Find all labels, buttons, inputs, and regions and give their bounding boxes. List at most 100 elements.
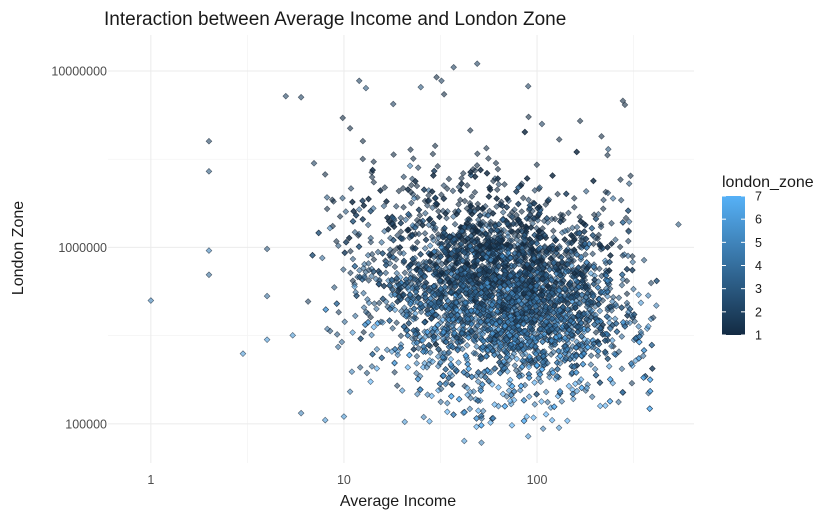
data-point	[373, 365, 381, 372]
data-point	[413, 339, 421, 347]
data-point	[630, 285, 637, 293]
data-point	[500, 358, 508, 365]
data-point	[591, 365, 599, 373]
data-point	[580, 350, 588, 357]
data-point	[501, 181, 508, 188]
data-point	[542, 388, 550, 396]
data-point	[513, 188, 520, 195]
data-point	[580, 228, 588, 235]
data-point	[419, 337, 427, 344]
data-point	[504, 306, 512, 313]
data-point	[504, 195, 511, 203]
data-point	[433, 73, 440, 81]
data-point	[466, 295, 474, 302]
data-point	[391, 368, 398, 376]
data-point	[437, 253, 444, 260]
data-point	[499, 208, 507, 216]
data-point	[445, 242, 452, 250]
data-point	[517, 382, 525, 390]
data-point	[535, 354, 543, 362]
data-point	[551, 215, 559, 223]
data-point	[527, 224, 535, 231]
data-point	[368, 272, 375, 280]
data-point	[556, 272, 564, 279]
data-point	[492, 159, 500, 167]
data-point	[441, 248, 449, 256]
data-point	[458, 227, 466, 235]
data-point-outlier	[355, 77, 363, 85]
data-point	[493, 195, 501, 202]
data-point	[388, 301, 396, 309]
data-point	[428, 308, 436, 315]
data-point	[388, 348, 396, 355]
data-point	[596, 402, 604, 410]
data-point	[430, 172, 437, 179]
data-point	[480, 337, 487, 345]
data-point	[330, 284, 338, 291]
data-point	[536, 184, 543, 191]
data-point	[517, 258, 525, 265]
data-point	[571, 236, 578, 244]
data-point	[434, 321, 442, 329]
data-point	[602, 402, 609, 409]
data-point	[548, 416, 556, 424]
data-point	[618, 365, 626, 373]
data-point	[544, 282, 552, 290]
data-point	[474, 378, 482, 385]
data-point	[432, 311, 440, 319]
data-point	[479, 204, 487, 212]
data-point	[467, 388, 474, 396]
data-point	[362, 268, 370, 276]
data-point	[472, 248, 480, 256]
data-point	[599, 331, 607, 338]
data-point	[506, 397, 514, 405]
y-tick-label: 10000000	[51, 65, 107, 79]
data-point	[359, 197, 366, 205]
data-point	[504, 285, 511, 293]
data-point	[533, 258, 541, 265]
data-point	[471, 188, 479, 196]
data-point	[582, 235, 590, 243]
data-point	[513, 236, 521, 243]
data-point	[552, 264, 559, 271]
data-point	[368, 173, 376, 181]
data-point	[594, 347, 602, 355]
data-point	[537, 270, 544, 278]
data-point	[503, 336, 510, 343]
data-point	[347, 269, 354, 277]
data-point	[646, 387, 654, 395]
data-point	[521, 381, 529, 389]
data-point	[461, 237, 469, 245]
data-point	[520, 290, 527, 298]
data-point	[550, 348, 557, 356]
data-point	[563, 247, 570, 255]
data-point	[564, 300, 572, 307]
data-point	[590, 280, 598, 288]
data-point-outlier	[649, 314, 657, 321]
data-point	[370, 256, 378, 263]
data-point	[417, 386, 424, 393]
data-point	[518, 363, 526, 371]
data-point	[400, 291, 408, 299]
data-point	[594, 284, 602, 291]
data-point	[472, 333, 479, 340]
data-point	[457, 235, 465, 242]
data-point	[611, 350, 618, 358]
data-point	[587, 352, 595, 359]
data-point	[405, 319, 413, 327]
data-point	[525, 196, 532, 204]
data-point	[528, 359, 536, 367]
data-point	[495, 220, 503, 228]
data-point	[561, 334, 569, 342]
data-point	[349, 329, 356, 336]
data-point	[443, 185, 451, 192]
data-point	[377, 318, 385, 326]
data-point	[466, 405, 474, 413]
data-point	[477, 387, 485, 394]
data-point	[420, 186, 428, 194]
data-point	[646, 405, 654, 412]
data-point	[364, 296, 371, 303]
data-point	[393, 275, 401, 282]
data-point	[567, 231, 575, 239]
